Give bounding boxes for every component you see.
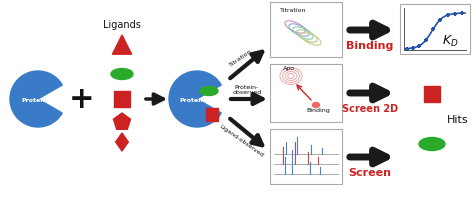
Point [451, 13, 459, 16]
FancyBboxPatch shape [400, 5, 470, 55]
Text: Titration: Titration [280, 8, 307, 13]
Point [444, 14, 452, 17]
Point [403, 48, 411, 51]
Text: Protein-
observed: Protein- observed [232, 84, 262, 95]
Text: $K_D$: $K_D$ [442, 33, 458, 48]
Text: Hits: Hits [447, 115, 469, 124]
Point [409, 47, 417, 50]
Text: Binding: Binding [346, 41, 394, 51]
FancyBboxPatch shape [270, 3, 342, 58]
Text: Titration: Titration [229, 48, 253, 67]
Text: Apo: Apo [283, 66, 295, 71]
Point [436, 19, 444, 22]
Polygon shape [116, 133, 128, 151]
FancyBboxPatch shape [270, 129, 342, 184]
Polygon shape [112, 36, 132, 55]
Text: Screen: Screen [348, 167, 392, 177]
Text: Ligands: Ligands [103, 20, 141, 30]
FancyBboxPatch shape [114, 92, 130, 107]
FancyBboxPatch shape [424, 87, 440, 102]
Point [422, 39, 430, 42]
Text: Screen 2D: Screen 2D [342, 103, 398, 114]
Ellipse shape [312, 103, 319, 108]
Ellipse shape [419, 138, 445, 151]
Wedge shape [10, 72, 62, 127]
Polygon shape [113, 114, 130, 130]
Point [415, 45, 423, 48]
Text: Ligand-observed: Ligand-observed [218, 123, 264, 157]
Text: Binding: Binding [306, 107, 330, 113]
Text: Protein: Protein [179, 97, 205, 102]
Point [458, 13, 466, 16]
Point [429, 29, 437, 32]
Wedge shape [169, 72, 221, 127]
FancyBboxPatch shape [270, 65, 342, 122]
Text: Protein: Protein [21, 97, 47, 102]
Text: +: + [69, 85, 95, 114]
Ellipse shape [200, 87, 218, 96]
Ellipse shape [111, 69, 133, 80]
FancyBboxPatch shape [206, 108, 219, 121]
